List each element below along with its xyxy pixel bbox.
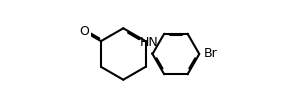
Text: O: O	[79, 25, 89, 38]
Text: Br: Br	[204, 48, 218, 60]
Text: HN: HN	[140, 36, 159, 49]
